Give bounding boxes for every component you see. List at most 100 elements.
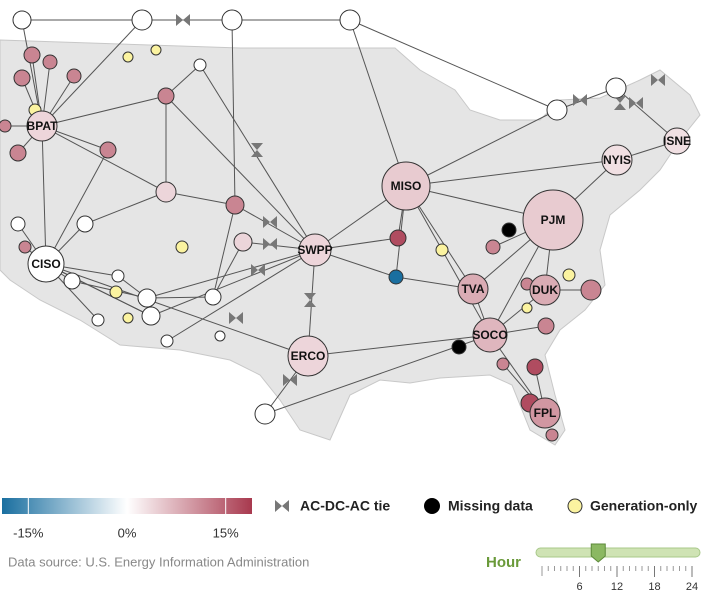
edge bbox=[150, 249, 316, 317]
node bbox=[23, 46, 41, 64]
legend-missing: Missing data bbox=[448, 498, 533, 514]
node bbox=[122, 51, 134, 63]
node bbox=[27, 245, 65, 283]
node bbox=[155, 181, 177, 203]
tie-icon bbox=[275, 500, 289, 512]
edge bbox=[41, 19, 143, 127]
node bbox=[233, 232, 253, 252]
node bbox=[91, 313, 105, 327]
node bbox=[214, 330, 226, 342]
node bbox=[221, 9, 243, 31]
node bbox=[10, 216, 26, 232]
tie-icon bbox=[263, 238, 277, 250]
node bbox=[389, 229, 407, 247]
slider-tick-label: 12 bbox=[611, 581, 623, 593]
legend-missing-dot bbox=[424, 498, 440, 514]
tie-icon bbox=[629, 97, 643, 109]
node bbox=[9, 144, 27, 162]
edge bbox=[405, 109, 558, 187]
node bbox=[76, 215, 94, 233]
node bbox=[12, 10, 32, 30]
node bbox=[529, 274, 561, 306]
node bbox=[457, 273, 489, 305]
node bbox=[485, 239, 501, 255]
node bbox=[580, 279, 602, 301]
node bbox=[131, 9, 153, 31]
scale-label: 0% bbox=[118, 525, 137, 540]
edge bbox=[165, 95, 316, 251]
node-label: DUK bbox=[532, 283, 558, 297]
legend: -15% 0% 15% AC-DC-AC tie Missing data Generat… bbox=[2, 498, 698, 540]
edge bbox=[212, 204, 236, 298]
node bbox=[496, 357, 510, 371]
node bbox=[562, 268, 576, 282]
node bbox=[99, 141, 117, 159]
node bbox=[141, 306, 161, 326]
node bbox=[26, 110, 58, 142]
slider-tick-label: 18 bbox=[648, 581, 660, 593]
edge bbox=[405, 159, 618, 187]
legend-generation-dot bbox=[567, 498, 583, 514]
edge bbox=[41, 125, 47, 265]
node bbox=[522, 189, 584, 251]
tie-icon bbox=[283, 374, 297, 386]
us-map bbox=[0, 39, 701, 446]
node-label: MISO bbox=[391, 179, 422, 193]
node bbox=[339, 9, 361, 31]
node bbox=[545, 428, 559, 442]
node-label: ERCO bbox=[291, 349, 326, 363]
tie-icon bbox=[573, 94, 587, 106]
node-label: SWPP bbox=[297, 243, 332, 257]
edge bbox=[165, 191, 236, 206]
node bbox=[451, 339, 467, 355]
node-label: TVA bbox=[461, 282, 484, 296]
edge bbox=[349, 19, 558, 111]
node bbox=[298, 233, 332, 267]
node bbox=[435, 243, 449, 257]
tie-icon bbox=[304, 293, 316, 307]
edge bbox=[45, 263, 309, 357]
edge bbox=[307, 334, 491, 357]
tie-icon bbox=[229, 312, 243, 324]
node-label: SOCO bbox=[472, 328, 507, 342]
node bbox=[204, 288, 222, 306]
node bbox=[526, 358, 544, 376]
node bbox=[160, 334, 174, 348]
hour-slider[interactable]: Hour 6 12 18 24 bbox=[486, 543, 701, 593]
legend-generation: Generation-only bbox=[590, 498, 698, 514]
tie-icon bbox=[651, 74, 665, 86]
node-label: CISO bbox=[31, 257, 60, 271]
edge bbox=[41, 95, 167, 127]
node bbox=[537, 317, 555, 335]
edge bbox=[349, 19, 407, 187]
edge bbox=[231, 19, 236, 206]
node bbox=[137, 288, 157, 308]
edge bbox=[405, 185, 491, 336]
node bbox=[521, 302, 533, 314]
node bbox=[388, 269, 404, 285]
node bbox=[472, 317, 508, 353]
slider-tick-label: 6 bbox=[576, 581, 582, 593]
node bbox=[111, 269, 125, 283]
edge bbox=[166, 249, 316, 342]
node bbox=[0, 119, 12, 133]
node bbox=[605, 77, 627, 99]
node bbox=[381, 161, 431, 211]
node bbox=[109, 285, 123, 299]
tie-icon bbox=[251, 264, 265, 276]
edge bbox=[41, 125, 167, 193]
node bbox=[287, 335, 329, 377]
node bbox=[501, 222, 517, 238]
node bbox=[254, 403, 276, 425]
nodes: BPAT CISO SWPP ERCO MISO PJM TVA DUK SOCO FPL NYIS… bbox=[0, 9, 691, 442]
scale-label: 15% bbox=[213, 525, 239, 540]
slider-handle[interactable] bbox=[590, 543, 606, 563]
node bbox=[529, 397, 561, 429]
slider-label: Hour bbox=[486, 554, 521, 571]
node bbox=[601, 144, 633, 176]
edge bbox=[45, 149, 109, 265]
node bbox=[18, 240, 32, 254]
source: Data source: U.S. Energy Information Adm… bbox=[8, 554, 309, 569]
node bbox=[193, 58, 207, 72]
